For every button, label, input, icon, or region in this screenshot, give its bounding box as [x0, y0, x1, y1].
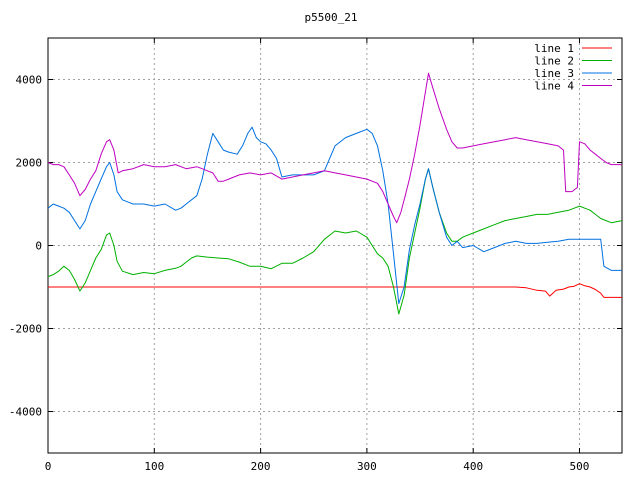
y-tick-label: 4000	[16, 74, 43, 87]
series-layer	[47, 72, 623, 315]
legend-label-2: line 2	[534, 55, 574, 68]
series-line-3	[47, 126, 622, 305]
legend-label-3: line 3	[534, 67, 574, 80]
x-tick-label: 100	[144, 460, 164, 473]
axis-ticks: 0 100 200 300 400 500 -4000 -2000 0 2000 4000	[9, 38, 622, 473]
series-line-4	[47, 72, 622, 224]
chart-title: p5500_21	[305, 11, 358, 24]
y-tick-label: -2000	[9, 323, 42, 336]
grid-lines	[48, 38, 622, 453]
y-tick-label: -4000	[9, 406, 42, 419]
x-tick-label: 300	[357, 460, 377, 473]
legend-label-1: line 1	[534, 42, 574, 55]
y-tick-label: 2000	[16, 157, 43, 170]
x-tick-label: 400	[463, 460, 483, 473]
legend-label-4: line 4	[534, 80, 574, 93]
series-line-1	[48, 283, 622, 298]
x-tick-label: 0	[45, 460, 52, 473]
x-tick-label: 500	[570, 460, 590, 473]
series-line-2	[47, 168, 623, 315]
y-tick-label: 0	[35, 240, 42, 253]
x-tick-label: 200	[251, 460, 271, 473]
